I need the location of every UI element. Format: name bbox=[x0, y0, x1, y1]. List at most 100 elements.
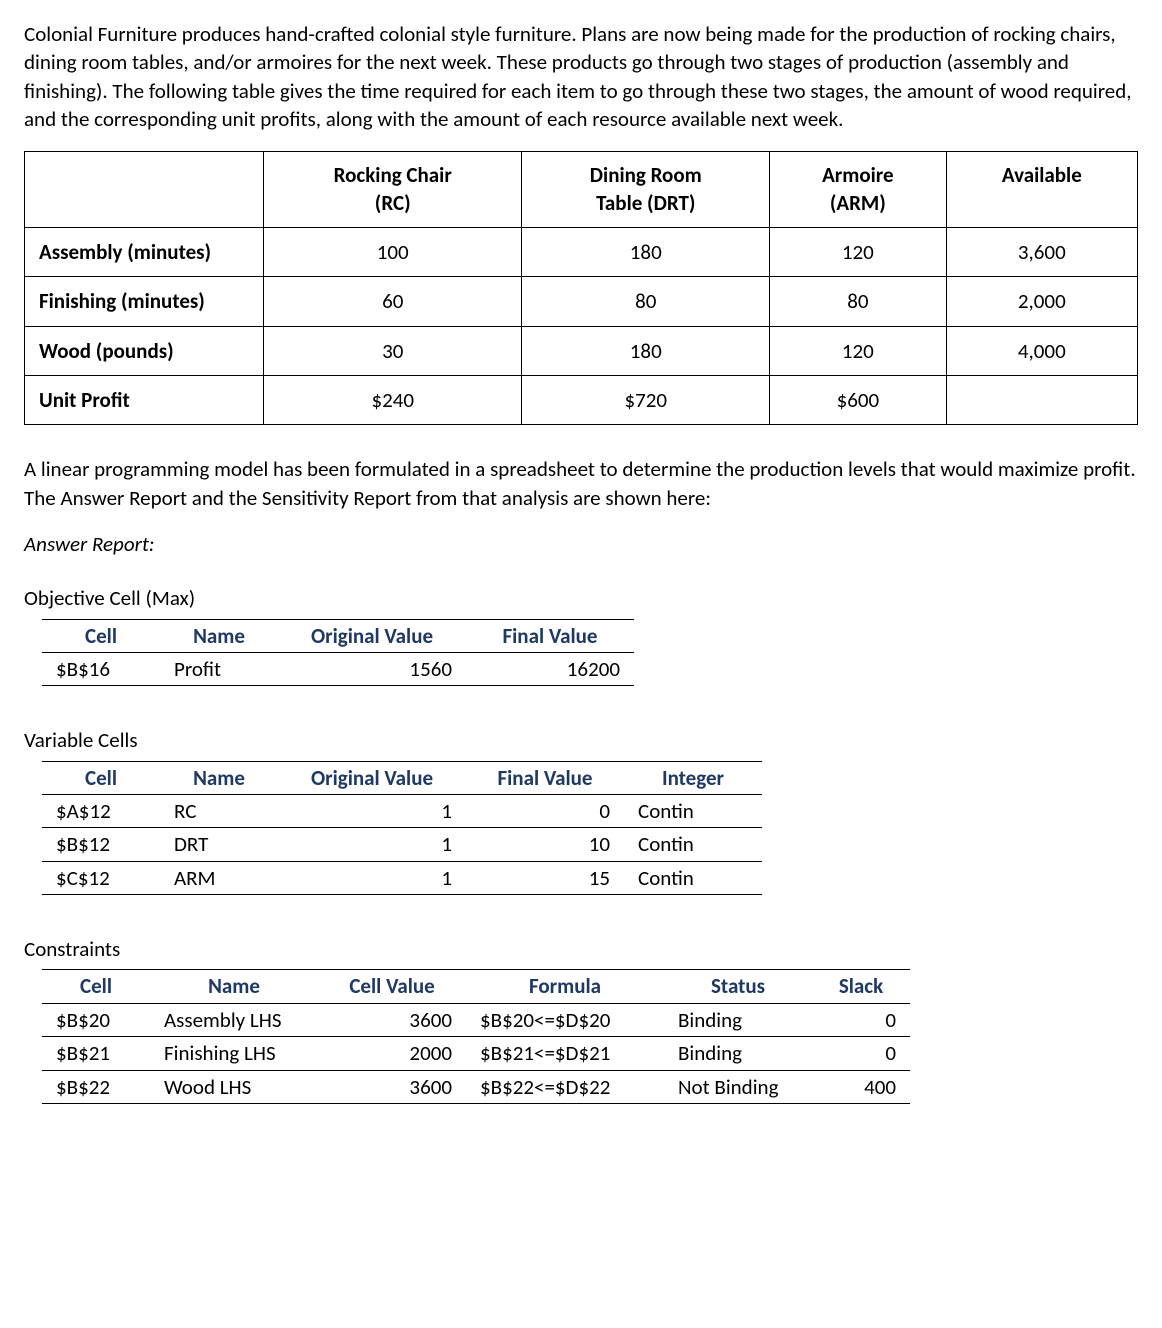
cell: 30 bbox=[264, 326, 522, 375]
obj-name: Profit bbox=[160, 653, 278, 686]
answer-report-label: Answer Report: bbox=[24, 530, 1138, 558]
con-value: 2000 bbox=[318, 1037, 466, 1070]
con-status: Binding bbox=[664, 1003, 812, 1036]
cell: 60 bbox=[264, 277, 522, 326]
obj-final: 16200 bbox=[466, 653, 634, 686]
variables-title: Variable Cells bbox=[24, 726, 1138, 754]
con-h-cell: Cell bbox=[42, 970, 150, 1003]
cell: 80 bbox=[770, 277, 947, 326]
var-name: ARM bbox=[160, 861, 278, 894]
cell: $600 bbox=[770, 376, 947, 425]
con-name: Wood LHS bbox=[150, 1070, 318, 1103]
table-row: Assembly (minutes) 100 180 120 3,600 bbox=[25, 227, 1138, 276]
con-status: Binding bbox=[664, 1037, 812, 1070]
cell: 4,000 bbox=[946, 326, 1137, 375]
var-int: Contin bbox=[624, 828, 762, 861]
col-rc-line2: (RC) bbox=[278, 190, 507, 217]
table-row: $B$21 Finishing LHS 2000 $B$21<=$D$21 Bi… bbox=[42, 1037, 910, 1070]
var-cell: $A$12 bbox=[42, 795, 160, 828]
resource-table-corner bbox=[25, 152, 264, 228]
table-row: $B$20 Assembly LHS 3600 $B$20<=$D$20 Bin… bbox=[42, 1003, 910, 1036]
var-h-cell: Cell bbox=[42, 761, 160, 794]
table-row: $B$22 Wood LHS 3600 $B$22<=$D$22 Not Bin… bbox=[42, 1070, 910, 1103]
col-arm-line1: Armoire bbox=[784, 162, 932, 189]
col-arm-line2: (ARM) bbox=[784, 190, 932, 217]
var-h-orig: Original Value bbox=[278, 761, 466, 794]
con-formula: $B$22<=$D$22 bbox=[466, 1070, 664, 1103]
col-available-line1: Available bbox=[961, 162, 1123, 189]
variables-table: Cell Name Original Value Final Value Int… bbox=[42, 761, 762, 895]
con-status: Not Binding bbox=[664, 1070, 812, 1103]
col-rc: Rocking Chair (RC) bbox=[264, 152, 522, 228]
table-row: $B$12 DRT 1 10 Contin bbox=[42, 828, 762, 861]
con-name: Assembly LHS bbox=[150, 1003, 318, 1036]
con-h-value: Cell Value bbox=[318, 970, 466, 1003]
obj-h-orig: Original Value bbox=[278, 619, 466, 652]
cell: 180 bbox=[522, 326, 770, 375]
obj-cell: $B$16 bbox=[42, 653, 160, 686]
resource-table: Rocking Chair (RC) Dining Room Table (DR… bbox=[24, 151, 1138, 425]
obj-h-name: Name bbox=[160, 619, 278, 652]
cell: 3,600 bbox=[946, 227, 1137, 276]
cell: 120 bbox=[770, 227, 947, 276]
var-int: Contin bbox=[624, 861, 762, 894]
con-h-slack: Slack bbox=[812, 970, 910, 1003]
con-slack: 0 bbox=[812, 1003, 910, 1036]
row-assembly-label: Assembly (minutes) bbox=[25, 227, 264, 276]
table-row: $A$12 RC 1 0 Contin bbox=[42, 795, 762, 828]
var-orig: 1 bbox=[278, 795, 466, 828]
var-orig: 1 bbox=[278, 828, 466, 861]
intro-paragraph: Colonial Furniture produces hand-crafted… bbox=[24, 20, 1138, 133]
var-cell: $B$12 bbox=[42, 828, 160, 861]
cell: 100 bbox=[264, 227, 522, 276]
con-slack: 400 bbox=[812, 1070, 910, 1103]
var-final: 15 bbox=[466, 861, 624, 894]
obj-h-cell: Cell bbox=[42, 619, 160, 652]
con-slack: 0 bbox=[812, 1037, 910, 1070]
var-name: DRT bbox=[160, 828, 278, 861]
obj-h-final: Final Value bbox=[466, 619, 634, 652]
cell: $240 bbox=[264, 376, 522, 425]
col-drt-line1: Dining Room bbox=[536, 162, 755, 189]
con-cell: $B$21 bbox=[42, 1037, 150, 1070]
con-cell: $B$20 bbox=[42, 1003, 150, 1036]
table-row: Wood (pounds) 30 180 120 4,000 bbox=[25, 326, 1138, 375]
con-formula: $B$20<=$D$20 bbox=[466, 1003, 664, 1036]
obj-orig: 1560 bbox=[278, 653, 466, 686]
col-arm: Armoire (ARM) bbox=[770, 152, 947, 228]
con-name: Finishing LHS bbox=[150, 1037, 318, 1070]
var-cell: $C$12 bbox=[42, 861, 160, 894]
row-profit-label: Unit Profit bbox=[25, 376, 264, 425]
col-available: Available bbox=[946, 152, 1137, 228]
var-h-final: Final Value bbox=[466, 761, 624, 794]
constraints-table: Cell Name Cell Value Formula Status Slac… bbox=[42, 969, 910, 1103]
table-row: Unit Profit $240 $720 $600 bbox=[25, 376, 1138, 425]
var-h-name: Name bbox=[160, 761, 278, 794]
var-int: Contin bbox=[624, 795, 762, 828]
objective-title: Objective Cell (Max) bbox=[24, 584, 1138, 612]
con-formula: $B$21<=$D$21 bbox=[466, 1037, 664, 1070]
col-drt: Dining Room Table (DRT) bbox=[522, 152, 770, 228]
con-h-status: Status bbox=[664, 970, 812, 1003]
var-h-int: Integer bbox=[624, 761, 762, 794]
constraints-title: Constraints bbox=[24, 935, 1138, 963]
cell: 120 bbox=[770, 326, 947, 375]
page: Colonial Furniture produces hand-crafted… bbox=[0, 0, 1162, 1146]
con-h-formula: Formula bbox=[466, 970, 664, 1003]
var-orig: 1 bbox=[278, 861, 466, 894]
con-h-name: Name bbox=[150, 970, 318, 1003]
var-name: RC bbox=[160, 795, 278, 828]
cell: 2,000 bbox=[946, 277, 1137, 326]
row-wood-label: Wood (pounds) bbox=[25, 326, 264, 375]
con-value: 3600 bbox=[318, 1003, 466, 1036]
table-row: $C$12 ARM 1 15 Contin bbox=[42, 861, 762, 894]
cell: 180 bbox=[522, 227, 770, 276]
con-value: 3600 bbox=[318, 1070, 466, 1103]
mid-paragraph: A linear programming model has been form… bbox=[24, 455, 1138, 512]
var-final: 10 bbox=[466, 828, 624, 861]
table-row: $B$16 Profit 1560 16200 bbox=[42, 653, 634, 686]
row-finishing-label: Finishing (minutes) bbox=[25, 277, 264, 326]
col-rc-line1: Rocking Chair bbox=[278, 162, 507, 189]
col-drt-line2: Table (DRT) bbox=[536, 190, 755, 217]
objective-table: Cell Name Original Value Final Value $B$… bbox=[42, 619, 634, 687]
